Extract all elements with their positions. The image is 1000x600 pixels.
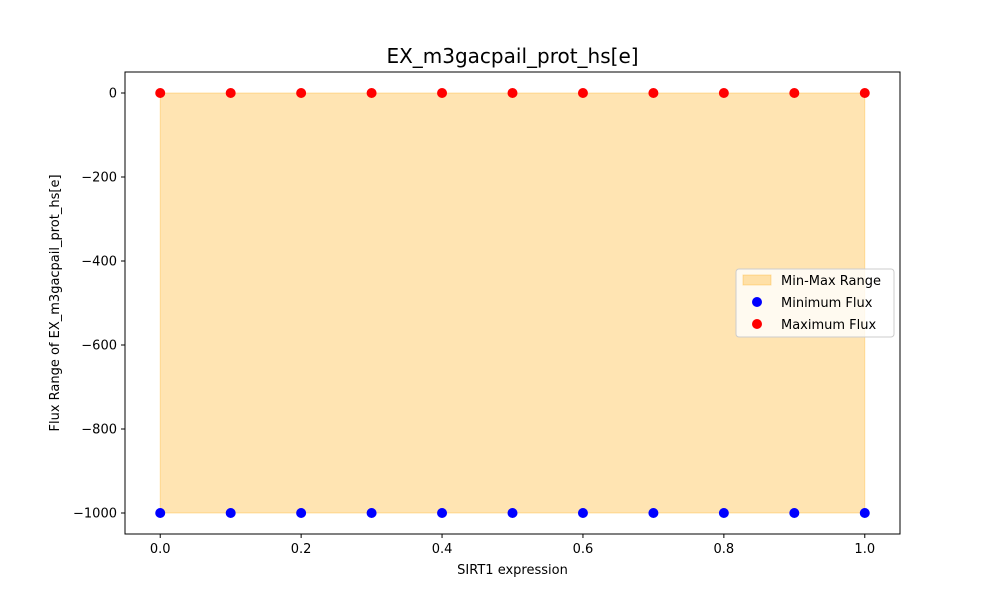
legend: Min-Max Range Minimum Flux Maximum Flux: [735, 268, 895, 338]
maximum-flux-point: [296, 88, 307, 98]
maximum-flux-point: [225, 88, 236, 98]
y-tick-label: −600: [81, 339, 117, 354]
x-tick-label: 1.0: [854, 542, 875, 557]
chart-title: EX_m3gacpail_prot_hs[e]: [386, 44, 638, 68]
y-axis-label: Flux Range of EX_m3gacpail_prot_hs[e]: [48, 174, 63, 431]
minimum-flux-point: [789, 508, 800, 518]
minimum-flux-point: [859, 508, 870, 518]
maximum-flux-points: [155, 88, 870, 98]
y-axis: 0 −200 −400 −600 −800 −1000: [73, 87, 125, 522]
minimum-flux-point: [437, 508, 448, 518]
legend-marker-maximum-flux: [752, 319, 762, 329]
y-tick-label: −1000: [73, 507, 117, 522]
maximum-flux-point: [577, 88, 588, 98]
x-axis-label: SIRT1 expression: [457, 563, 568, 578]
x-tick-label: 0.6: [573, 542, 594, 557]
legend-swatch-min-max-range: [742, 274, 772, 286]
minimum-flux-point: [648, 508, 659, 518]
y-tick-label: −400: [81, 255, 117, 270]
maximum-flux-point: [718, 88, 729, 98]
maximum-flux-point: [789, 88, 800, 98]
minimum-flux-point: [296, 508, 307, 518]
legend-label-min-max-range: Min-Max Range: [781, 274, 881, 289]
legend-label-minimum-flux: Minimum Flux: [781, 296, 873, 311]
minimum-flux-point: [366, 508, 377, 518]
minimum-flux-point: [507, 508, 518, 518]
y-tick-label: −800: [81, 423, 117, 438]
x-axis: 0.0 0.2 0.4 0.6 0.8 1.0: [150, 534, 875, 557]
minimum-flux-point: [718, 508, 729, 518]
legend-marker-minimum-flux: [752, 297, 762, 307]
maximum-flux-point: [859, 88, 870, 98]
minimum-flux-points: [155, 508, 870, 518]
minimum-flux-point: [155, 508, 166, 518]
plot-frame: [124, 71, 901, 535]
maximum-flux-point: [155, 88, 166, 98]
maximum-flux-point: [366, 88, 377, 98]
maximum-flux-point: [437, 88, 448, 98]
x-tick-label: 0.4: [432, 542, 453, 557]
y-tick-label: −200: [81, 171, 117, 186]
legend-box: [735, 268, 895, 338]
x-tick-label: 0.0: [150, 542, 171, 557]
x-tick-label: 0.8: [714, 542, 735, 557]
minimum-flux-point: [577, 508, 588, 518]
maximum-flux-point: [648, 88, 659, 98]
maximum-flux-point: [507, 88, 518, 98]
x-tick-label: 0.2: [291, 542, 312, 557]
minimum-flux-point: [225, 508, 236, 518]
legend-label-maximum-flux: Maximum Flux: [781, 318, 877, 333]
y-tick-label: 0: [109, 87, 117, 102]
